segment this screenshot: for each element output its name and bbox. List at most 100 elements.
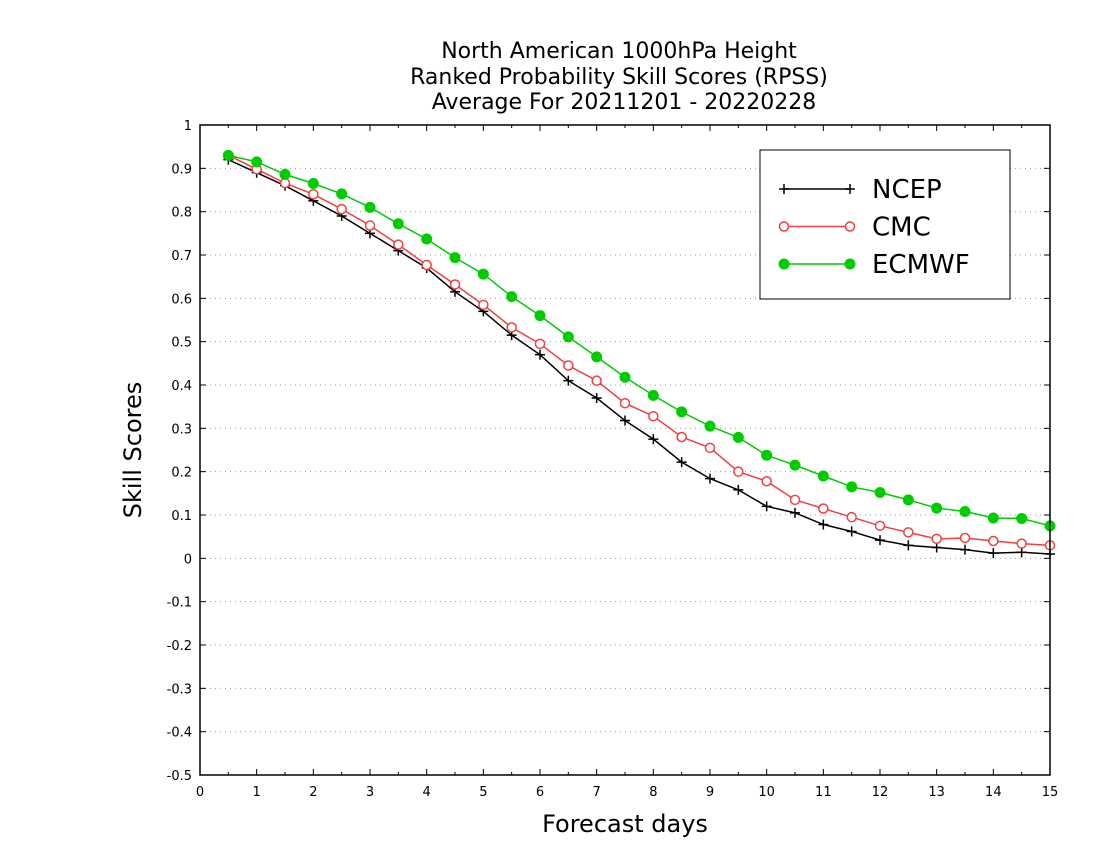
data-point-cmc bbox=[931, 533, 942, 545]
data-point-ecmwf bbox=[562, 331, 574, 343]
data-point-ecmwf bbox=[534, 310, 546, 322]
x-tick-label: 4 bbox=[423, 785, 431, 800]
data-point-cmc bbox=[308, 189, 319, 200]
y-tick-label: -0.2 bbox=[167, 639, 192, 654]
grid-lines bbox=[200, 167, 1050, 733]
data-point-cmc bbox=[959, 532, 971, 544]
y-tick-label: 0.4 bbox=[171, 379, 192, 394]
data-point-ncep bbox=[1016, 547, 1027, 558]
data-point-ecmwf bbox=[931, 502, 943, 514]
data-point-cmc bbox=[761, 475, 772, 487]
data-point-ncep bbox=[988, 548, 999, 559]
y-tick-label: 0.2 bbox=[171, 466, 192, 481]
data-point-ecmwf bbox=[789, 459, 801, 471]
data-point-cmc bbox=[676, 431, 687, 443]
plot-frame bbox=[199, 124, 1051, 776]
data-point-cmc bbox=[591, 375, 602, 386]
data-point-ncep bbox=[931, 542, 942, 553]
data-point-cmc bbox=[846, 511, 857, 523]
data-point-cmc bbox=[874, 520, 886, 532]
x-tick-label: 2 bbox=[309, 785, 317, 800]
data-point-cmc bbox=[733, 466, 744, 477]
legend-marker-cmc bbox=[778, 221, 790, 232]
data-point-ecmwf bbox=[364, 201, 376, 213]
y-tick-label: 0 bbox=[184, 552, 192, 567]
y-tick-label: -0.4 bbox=[167, 726, 192, 741]
data-point-cmc bbox=[364, 220, 376, 231]
data-point-ecmwf bbox=[704, 420, 716, 432]
data-point-ncep bbox=[846, 526, 857, 537]
x-tick-label: 7 bbox=[593, 785, 601, 800]
legend-marker-ecmwf bbox=[844, 258, 856, 270]
data-point-ecmwf bbox=[222, 149, 234, 161]
data-point-ecmwf bbox=[449, 252, 461, 264]
y-tick-label: -0.3 bbox=[167, 682, 192, 697]
data-point-ecmwf bbox=[619, 371, 631, 383]
data-point-ncep bbox=[620, 415, 630, 426]
legend-marker-cmc bbox=[844, 221, 856, 232]
data-point-ecmwf bbox=[676, 406, 688, 418]
data-point-ecmwf bbox=[959, 506, 971, 518]
y-tick-label: 0.6 bbox=[171, 292, 192, 307]
legend-entry-cmc: CMC bbox=[778, 213, 931, 243]
data-point-ncep bbox=[733, 484, 744, 495]
x-tick-label: 9 bbox=[706, 785, 714, 800]
data-point-ncep bbox=[960, 544, 970, 555]
data-point-ecmwf bbox=[647, 389, 659, 401]
y-axis-label: Skill Scores bbox=[119, 382, 147, 519]
x-tick-label: 3 bbox=[366, 785, 374, 800]
data-point-ecmwf bbox=[421, 233, 433, 245]
x-tick-label: 5 bbox=[479, 785, 487, 800]
data-point-ecmwf bbox=[902, 494, 914, 506]
legend-entry-ecmwf: ECMWF bbox=[778, 250, 970, 280]
data-point-ncep bbox=[563, 375, 574, 386]
data-point-ecmwf bbox=[1016, 512, 1028, 524]
y-tick-label: 0.3 bbox=[171, 422, 192, 437]
data-point-ncep bbox=[790, 507, 800, 518]
data-point-cmc bbox=[534, 338, 546, 350]
x-tick-label: 12 bbox=[872, 785, 889, 800]
data-point-ncep bbox=[818, 519, 829, 530]
chart-title-line-1: North American 1000hPa Height bbox=[441, 39, 797, 64]
data-point-cmc bbox=[506, 322, 517, 333]
data-point-ncep bbox=[875, 535, 885, 546]
x-tick-label: 8 bbox=[649, 785, 657, 800]
data-point-ncep bbox=[535, 349, 545, 360]
data-point-ecmwf bbox=[336, 188, 348, 200]
legend-label-ncep: NCEP bbox=[872, 175, 942, 205]
data-point-cmc bbox=[563, 360, 574, 371]
x-tick-label: 15 bbox=[1042, 785, 1059, 800]
legend-marker-ncep bbox=[779, 184, 789, 194]
chart-title-line-2: Ranked Probability Skill Scores (RPSS) bbox=[410, 65, 828, 90]
data-point-ecmwf bbox=[506, 291, 518, 303]
data-point-ncep bbox=[648, 434, 659, 445]
data-point-cmc bbox=[478, 299, 489, 311]
data-point-cmc bbox=[449, 279, 461, 290]
legend-entry-ncep: NCEP bbox=[779, 175, 942, 205]
data-point-ecmwf bbox=[392, 218, 404, 230]
data-point-cmc bbox=[648, 410, 659, 422]
data-point-ecmwf bbox=[732, 431, 744, 443]
data-point-cmc bbox=[988, 535, 999, 547]
data-point-cmc bbox=[789, 494, 801, 506]
data-point-cmc bbox=[336, 203, 347, 215]
x-tick-label: 6 bbox=[536, 785, 544, 800]
legend: NCEP CMC ECMWF bbox=[759, 149, 1011, 300]
data-point-ecmwf bbox=[279, 168, 291, 180]
data-point-ecmwf bbox=[251, 156, 263, 168]
chart-title-line-3: Average For 20211201 - 20220228 bbox=[432, 90, 817, 115]
series-ecmwf bbox=[222, 149, 1056, 532]
legend-label-ecmwf: ECMWF bbox=[872, 250, 970, 280]
legend-box bbox=[759, 149, 1011, 300]
x-tick-label: 0 bbox=[196, 785, 204, 800]
data-point-ncep bbox=[903, 540, 914, 551]
x-tick-label: 1 bbox=[253, 785, 261, 800]
y-tick-label: 0.7 bbox=[171, 249, 192, 264]
x-axis-label: Forecast days bbox=[542, 810, 708, 838]
y-tick-label: -0.1 bbox=[167, 596, 192, 611]
data-point-cmc bbox=[279, 177, 291, 189]
y-axis-ticks: -0.5 -0.4 -0.3 -0.2 -0.1 0 0.1 0.2 0.3 0.4 0.5 0.6 0… bbox=[167, 119, 1050, 784]
x-tick-label: 11 bbox=[815, 785, 832, 800]
data-point-cmc bbox=[619, 397, 631, 409]
